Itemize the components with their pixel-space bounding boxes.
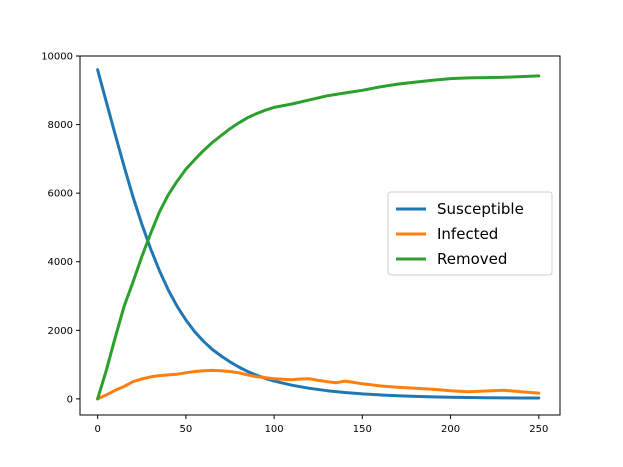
y-axis: 0 2000 4000 6000 8000 10000 [41, 52, 80, 405]
legend: Susceptible Infected Removed [387, 191, 553, 276]
y-tick-label: 8000 [48, 120, 73, 131]
legend-label-infected: Infected [437, 225, 498, 243]
series-line-removed [96, 74, 541, 401]
x-tick-label: 0 [94, 424, 100, 435]
series-line-susceptible [96, 68, 541, 400]
x-tick-label: 50 [180, 424, 193, 435]
x-tick-label: 100 [265, 424, 284, 435]
y-tick-label: 4000 [48, 257, 73, 268]
y-tick-label: 2000 [48, 326, 73, 337]
y-tick-label: 10000 [41, 52, 73, 63]
x-tick-label: 150 [353, 424, 372, 435]
legend-box [387, 191, 553, 276]
x-tick-label: 250 [529, 424, 548, 435]
plot-lines [96, 68, 541, 401]
plot-frame [79, 55, 561, 416]
series-line-infected [96, 368, 541, 401]
y-tick-label: 6000 [48, 189, 73, 200]
legend-label-removed: Removed [437, 250, 507, 268]
legend-label-susceptible: Susceptible [437, 200, 524, 218]
x-tick-label: 200 [441, 424, 460, 435]
x-axis: 0 50 100 150 200 250 [94, 415, 548, 435]
y-tick-label: 0 [67, 394, 73, 405]
